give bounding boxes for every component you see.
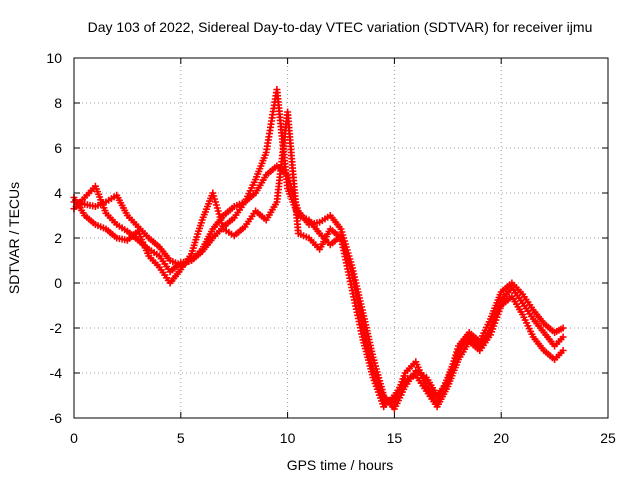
y-axis-label: SDTVAR / TECUs [6,182,22,294]
data-point [559,324,567,332]
y-tick-label: 10 [46,50,62,66]
y-tick-label: 0 [54,275,62,291]
y-tick-label: -2 [50,320,63,336]
x-tick-label: 25 [600,430,616,446]
chart-title: Day 103 of 2022, Sidereal Day-to-day VTE… [88,19,593,35]
y-tick-label: 4 [54,185,62,201]
series-line [72,110,565,408]
y-tick-label: -6 [50,410,63,426]
x-tick-label: 0 [70,430,78,446]
y-tick-label: 2 [54,230,62,246]
data-point [559,333,567,341]
ticks-layer: 0 5 10 15 20 25 -6 -4 -2 0 2 4 6 8 10 [46,50,616,446]
y-tick-label: -4 [50,365,63,381]
plot-frame [73,57,609,419]
series-1 [70,162,567,413]
y-tick-label: 8 [54,95,62,111]
x-axis-label: GPS time / hours [287,457,394,473]
data-point [559,347,567,354]
x-tick-label: 5 [177,430,185,446]
series-layer [70,86,567,413]
x-tick-label: 15 [387,430,403,446]
y-tick-label: 6 [54,140,62,156]
series-3 [70,108,567,411]
x-tick-label: 20 [493,430,509,446]
x-tick-label: 10 [280,430,296,446]
